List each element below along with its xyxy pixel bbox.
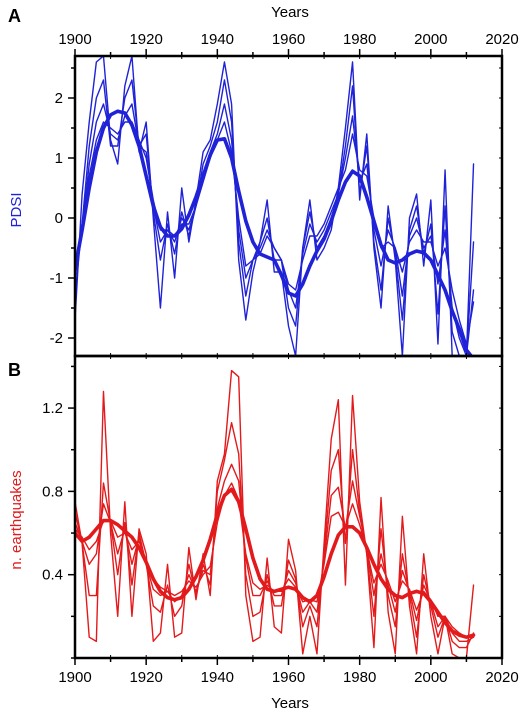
- panel-a-y-tick-label: -1: [50, 270, 63, 287]
- panel-a-top-x-tick-label: 1960: [272, 31, 305, 48]
- panel-b-bottom-x-tick-label: 2020: [485, 669, 518, 686]
- panel-b-bottom-x-tick-label: 1960: [272, 669, 305, 686]
- panel-b-bottom-x-tick-label: 1900: [58, 669, 91, 686]
- panel-a-y-tick-label: 2: [55, 90, 63, 107]
- panel-a-smoothed-series: [75, 109, 474, 356]
- panel-b-series-group: [75, 369, 476, 658]
- panel-b-smoothed-series: [75, 487, 476, 639]
- panel-a-letter: A: [8, 6, 21, 26]
- panel-a-top-x-tick-label: 1900: [58, 31, 91, 48]
- panel-a-y-axis-label: PDSI: [8, 192, 25, 227]
- panel-b-series-1: [75, 369, 475, 658]
- panel-a-series-3: [75, 103, 475, 356]
- panel-b-series-2: [75, 421, 475, 649]
- panel-a-top-x-tick-label: 1980: [343, 31, 376, 48]
- panel-a-top-x-tick-label: 1920: [129, 31, 162, 48]
- panel-b-y-axis-label: n. earthquakes: [8, 470, 25, 569]
- panel-b-y-tick-label: 0.4: [42, 567, 63, 584]
- panel-b-bottom-x-tick-label: 1980: [343, 669, 376, 686]
- panel-b-y-tick-label: 0.8: [42, 483, 63, 500]
- panel-b-bottom-x-tick-label: 1920: [129, 669, 162, 686]
- top-x-axis-label: Years: [271, 4, 309, 21]
- panel-b-series-3: [75, 463, 475, 643]
- tick-layer: 1900 1920 1940 1960 1980 2000 2020 -2 -1 0 1 2 1900 1…: [42, 31, 519, 686]
- panel-a-y-tick-label: -2: [50, 330, 63, 347]
- panel-b-bottom-x-tick-label: 1940: [201, 669, 234, 686]
- panel-a-series-4: [75, 121, 475, 345]
- panel-a-y-tick-label: 1: [55, 150, 63, 167]
- panel-a-top-x-tick-label: 2000: [414, 31, 447, 48]
- bottom-x-axis-label: Years: [271, 695, 309, 712]
- panel-b-y-tick-label: 1.2: [42, 400, 63, 417]
- panel-a-top-x-tick-label: 1940: [201, 31, 234, 48]
- panel-a-y-tick-label: 0: [55, 210, 63, 227]
- label-layer: A B Years Years PDSI n. earthquakes: [8, 4, 309, 712]
- panel-b-letter: B: [8, 360, 21, 380]
- panel-a-top-x-tick-label: 2020: [485, 31, 518, 48]
- panel-a-series-group: [75, 56, 475, 356]
- series-layer: [75, 56, 476, 658]
- panel-b-bottom-x-tick-label: 2000: [414, 669, 447, 686]
